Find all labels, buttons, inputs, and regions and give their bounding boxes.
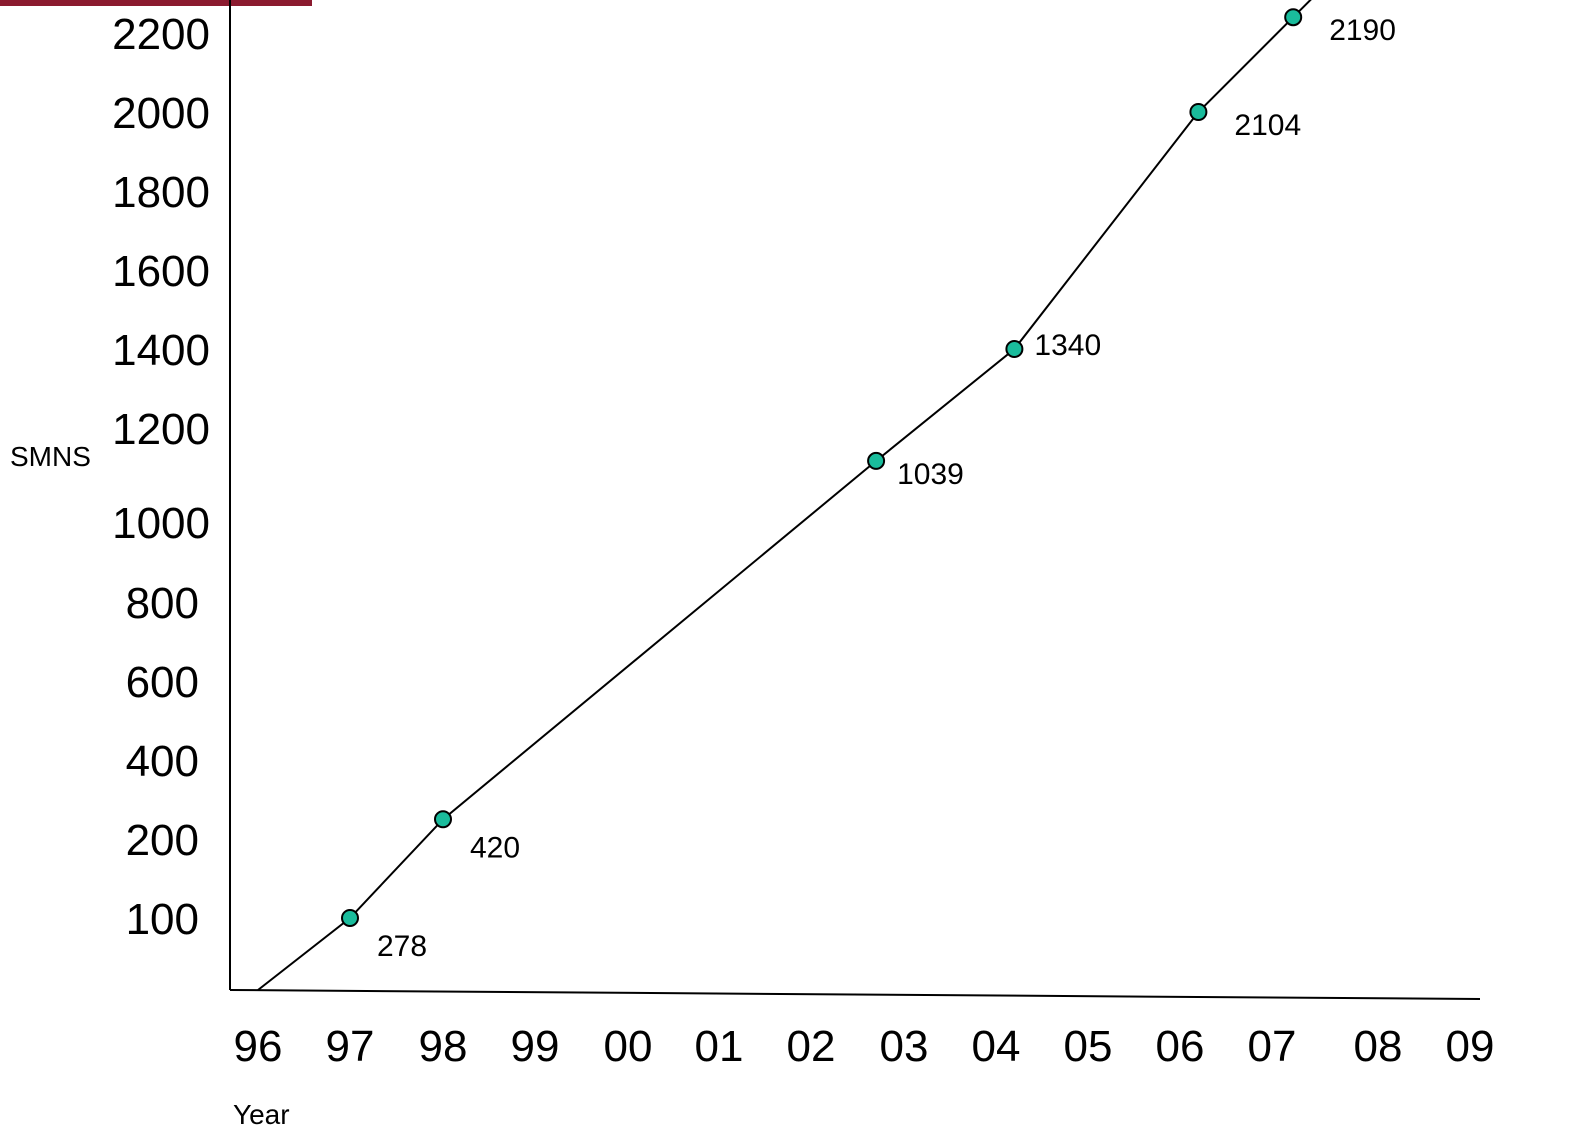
x-tick-label: 98 [419,1022,468,1071]
x-tick-label: 06 [1156,1022,1205,1071]
data-label: 420 [470,831,520,864]
x-tick-label: 03 [880,1022,929,1071]
data-labels: 278 420 1039 1340 2104 2190 [377,14,1396,963]
y-tick-label: 100 [126,895,199,944]
x-tick-label: 04 [972,1022,1021,1071]
x-tick-label: 08 [1354,1022,1403,1071]
series [257,0,1312,991]
y-tick-label: 1800 [112,168,210,217]
x-tick-label: 96 [234,1022,283,1071]
data-point [341,909,359,927]
y-tick-label: 800 [126,579,199,628]
x-tick-label: 00 [604,1022,653,1071]
data-point [1189,103,1208,121]
series-line [257,0,1312,991]
x-tick-label: 01 [695,1022,744,1071]
data-label: 2190 [1329,14,1396,47]
x-tick-label: 99 [511,1022,560,1071]
axes [229,0,1481,1000]
data-point [1005,340,1024,358]
data-point [434,810,452,829]
data-label: 2104 [1234,109,1301,142]
top-bar-accent [0,0,312,6]
x-tick-label: 02 [787,1022,836,1071]
x-tick-label: 09 [1446,1022,1495,1071]
y-tick-label: 1600 [112,247,210,296]
y-tick-label: 1000 [112,499,210,548]
y-axis-label: SMNS [10,441,91,472]
y-tick-label: 2000 [112,89,210,138]
x-tick-label: 07 [1248,1022,1297,1071]
y-tick-label: 400 [126,737,199,786]
y-tick-labels: 100 200 400 600 800 1000 1200 1400 1600 1800 2000 2… [112,10,210,944]
data-label: 278 [377,930,427,963]
x-axis-line [229,989,1481,1000]
data-point [867,451,886,470]
y-tick-label: 600 [126,658,199,707]
y-tick-label: 1200 [112,405,210,454]
x-axis-label: Year [233,1099,290,1130]
y-tick-label: 200 [126,816,199,865]
x-tick-label: 97 [326,1022,375,1071]
x-tick-labels: 96 97 98 99 00 01 02 03 04 05 06 07 08 09 [234,1022,1495,1071]
y-tick-label: 2200 [112,10,210,59]
data-label: 1039 [897,458,964,491]
x-tick-label: 05 [1064,1022,1113,1071]
data-label: 1340 [1034,329,1101,362]
data-point [1284,8,1303,27]
y-tick-label: 1400 [112,326,210,375]
